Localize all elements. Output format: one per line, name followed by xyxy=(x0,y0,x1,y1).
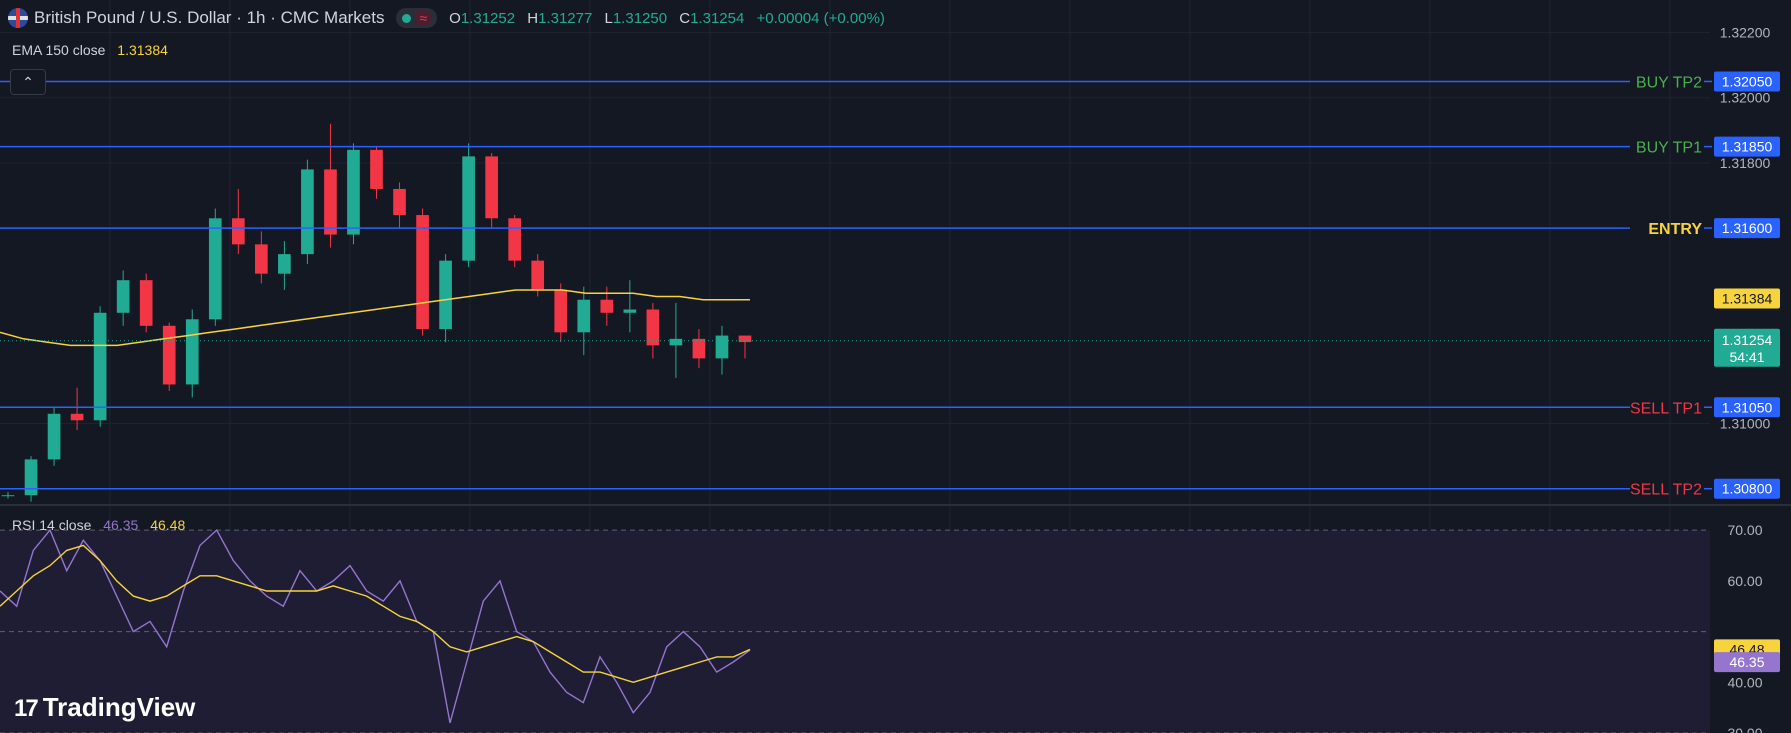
price-level-label: ENTRY xyxy=(1648,221,1702,238)
tradingview-logo-icon: 17 xyxy=(14,695,39,722)
price-axis-tick-label: 1.32000 xyxy=(1720,90,1771,106)
candle-body xyxy=(93,312,107,421)
price-level-tag-text: 1.30800 xyxy=(1722,481,1773,497)
symbol-title[interactable]: British Pound / U.S. Dollar · 1h · CMC M… xyxy=(34,8,385,27)
price-axis-tick-label: 1.32200 xyxy=(1720,25,1771,41)
price-level-tag-text: 1.31050 xyxy=(1722,399,1773,415)
rsi-axis-tick-label: 40.00 xyxy=(1727,674,1762,690)
rsi-tag xyxy=(1714,652,1780,673)
chevron-up-icon: ⌃ xyxy=(22,74,34,90)
candle-body xyxy=(324,169,337,235)
market-open-dot-icon xyxy=(402,13,412,23)
ohlc-readout: O1.31252 H1.31277 L1.31250 C1.31254 +0.0… xyxy=(449,10,893,27)
ema-price-tag xyxy=(1714,288,1780,309)
price-level-label: SELL TP1 xyxy=(1630,400,1702,417)
close-key: C xyxy=(679,9,691,27)
price-level-tag-text: 1.32050 xyxy=(1722,73,1773,89)
price-level-label: BUY TP1 xyxy=(1636,140,1702,157)
candle-body xyxy=(139,280,153,326)
collapse-legend-button[interactable]: ⌃ xyxy=(10,69,46,95)
candle-body xyxy=(301,169,314,255)
last-price-tag-text: 1.31254 xyxy=(1722,332,1773,348)
rsi-ma-line xyxy=(0,544,751,684)
rsi-ma-value: 46.48 xyxy=(150,517,186,533)
candle-body xyxy=(669,338,683,346)
price-level-tag xyxy=(1714,71,1780,92)
rsi-value: 46.35 xyxy=(103,517,139,533)
brand-name: TradingView xyxy=(42,692,196,722)
candle-body xyxy=(231,218,245,245)
rsi-tag-text: 46.35 xyxy=(1729,654,1764,670)
candle-body xyxy=(47,413,61,460)
last-price-tag xyxy=(1714,328,1780,367)
ema-price-tag-text: 1.31384 xyxy=(1722,290,1773,306)
rsi-axis-tick-label: 70.00 xyxy=(1727,522,1762,538)
candle-body xyxy=(208,218,222,320)
candle-body xyxy=(255,244,268,274)
candle-body xyxy=(462,156,475,261)
ema-legend[interactable]: EMA 150 close 1.31384 xyxy=(12,42,168,58)
candle-body xyxy=(370,149,383,189)
price-level-tag xyxy=(1714,397,1780,418)
candle-body xyxy=(185,319,199,385)
candle-body xyxy=(116,280,130,313)
candle-body xyxy=(393,188,406,216)
price-level-tag xyxy=(1714,218,1780,239)
price-axis-tick-label: 1.31000 xyxy=(1720,416,1771,432)
price-level-tag-text: 1.31850 xyxy=(1722,139,1773,155)
high-key: H xyxy=(527,9,539,27)
candle-body xyxy=(416,215,429,330)
open-value: 1.31252 xyxy=(460,9,516,27)
chart-header: British Pound / U.S. Dollar · 1h · CMC M… xyxy=(8,8,893,28)
candle-body xyxy=(600,299,614,313)
candle-body xyxy=(531,260,545,290)
ema-label: EMA 150 close xyxy=(12,42,106,58)
rsi-axis-tick-label: 60.00 xyxy=(1727,573,1762,589)
candle-body xyxy=(623,309,637,313)
candle-body xyxy=(508,218,522,261)
candle-body xyxy=(70,413,84,421)
wave-icon: ≈ xyxy=(415,10,432,26)
price-level-tag xyxy=(1714,136,1780,157)
candle-body xyxy=(1,495,15,497)
rsi-label: RSI 14 close xyxy=(12,517,92,533)
price-level-tag-text: 1.31600 xyxy=(1722,220,1773,236)
candle-body xyxy=(577,299,591,333)
price-level-tag xyxy=(1714,478,1780,499)
candle-body xyxy=(738,335,752,343)
open-key: O xyxy=(449,9,461,27)
close-value: 1.31254 xyxy=(690,9,745,27)
market-status-pill[interactable]: ≈ xyxy=(396,8,438,28)
candle-body xyxy=(278,254,291,274)
rsi-axis-tick-label: 30.00 xyxy=(1727,725,1762,733)
gbpusd-flag-icon xyxy=(8,8,28,28)
low-key: L xyxy=(604,9,613,27)
tradingview-logo[interactable]: 17 TradingView xyxy=(14,692,195,723)
ema-value: 1.31384 xyxy=(117,42,168,58)
candle-body xyxy=(485,156,498,219)
candle-body xyxy=(162,325,176,385)
rsi-legend[interactable]: RSI 14 close 46.35 46.48 xyxy=(12,517,185,533)
candle-body xyxy=(347,149,360,235)
rsi-line xyxy=(0,528,751,724)
bar-countdown-text: 54:41 xyxy=(1729,349,1764,365)
candle-body xyxy=(692,338,706,359)
ema-150-line xyxy=(0,289,750,347)
low-value: 1.31250 xyxy=(612,9,668,27)
high-value: 1.31277 xyxy=(538,9,593,27)
candle-body xyxy=(24,459,38,496)
change-value: +0.00004 (+0.00%) xyxy=(756,9,885,27)
candle-body xyxy=(646,309,660,346)
candle-body xyxy=(554,289,568,333)
candle-body xyxy=(439,260,452,330)
price-axis-tick-label: 1.31800 xyxy=(1720,155,1771,171)
price-level-label: SELL TP2 xyxy=(1630,482,1702,499)
price-level-label: BUY TP2 xyxy=(1636,74,1702,91)
candle-body xyxy=(715,335,729,359)
